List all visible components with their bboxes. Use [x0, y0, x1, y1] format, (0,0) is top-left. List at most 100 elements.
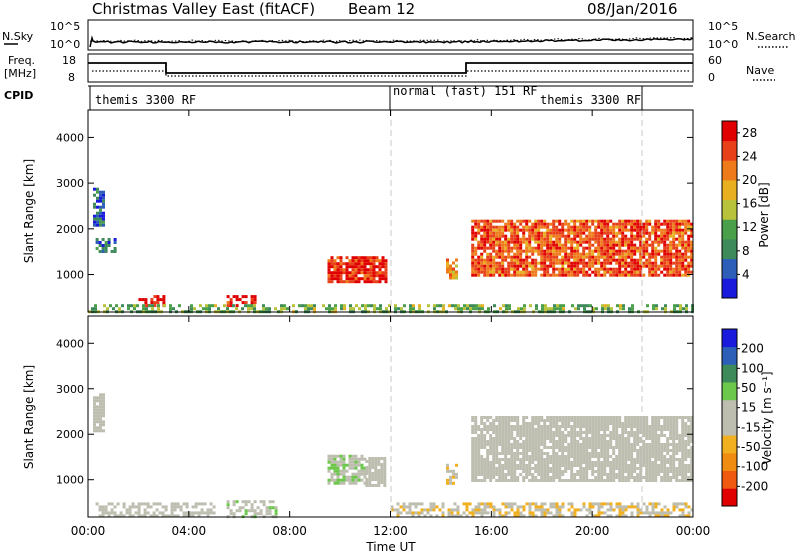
echo-cell: [600, 446, 604, 449]
echo-cell: [336, 481, 340, 485]
echo-cell: [383, 460, 387, 463]
echo-cell: [573, 473, 577, 476]
echo-cell: [371, 460, 375, 463]
echo-cell: [531, 419, 535, 422]
echo-cell: [669, 428, 673, 431]
echo-cell: [544, 304, 547, 308]
echo-cell: [678, 449, 682, 452]
colorbar-tick-label: 8: [742, 244, 750, 258]
echo-cell: [585, 255, 589, 259]
echo-cell: [505, 304, 508, 308]
echo-cell: [408, 511, 412, 515]
echo-cell: [528, 473, 532, 476]
echo-cell: [567, 237, 571, 241]
echo-cell: [573, 240, 577, 244]
echo-cell: [603, 228, 607, 232]
echo-cell: [675, 222, 679, 226]
echo-cell: [642, 419, 646, 422]
echo-cell: [504, 246, 508, 250]
echo-cell: [232, 500, 236, 504]
echo-cell: [660, 431, 664, 434]
echo-cell: [663, 243, 667, 247]
echo-cell: [369, 256, 373, 260]
echo-cell: [567, 255, 571, 259]
echo-cell: [678, 443, 682, 446]
echo-cell: [516, 508, 520, 512]
echo-cell: [579, 455, 583, 458]
echo-cell: [582, 270, 586, 274]
echo-cell: [654, 458, 658, 461]
echo-cell: [558, 431, 562, 434]
echo-cell: [487, 307, 490, 311]
echo-cell: [669, 461, 673, 464]
echo-cell: [513, 246, 517, 250]
echo-cell: [573, 455, 577, 458]
echo-cell: [471, 455, 475, 458]
echo-cell: [543, 508, 547, 512]
echo-cell: [376, 307, 379, 311]
echo-cell: [654, 228, 658, 232]
echo-cell: [558, 249, 562, 253]
echo-cell: [678, 479, 682, 482]
echo-cell: [492, 243, 496, 247]
echo-cell: [595, 307, 598, 311]
echo-cell: [483, 476, 487, 479]
echo-cell: [378, 259, 382, 263]
echo-cell: [474, 264, 478, 268]
echo-cell: [591, 264, 595, 268]
echo-cell: [603, 440, 607, 443]
echo-cell: [330, 271, 334, 275]
echo-cell: [553, 307, 556, 311]
echo-cell: [330, 274, 334, 278]
echo-cell: [639, 416, 643, 419]
echo-cell: [642, 476, 646, 479]
echo-cell: [534, 467, 538, 470]
echo-cell: [654, 240, 658, 244]
echo-cell: [552, 267, 556, 271]
echo-cell: [633, 219, 637, 223]
echo-cell: [564, 240, 568, 244]
echo-cell: [645, 467, 649, 470]
echo-cell: [586, 304, 589, 308]
echo-cell: [573, 434, 577, 437]
echo-cell: [651, 255, 655, 259]
echo-cell: [199, 304, 202, 308]
echo-cell: [621, 514, 625, 518]
echo-cell: [630, 237, 634, 241]
echo-cell: [211, 304, 214, 308]
echo-cell: [519, 446, 523, 449]
echo-cell: [528, 470, 532, 473]
echo-cell: [96, 187, 99, 191]
echo-cell: [507, 419, 511, 422]
echo-cell: [690, 270, 694, 274]
echo-cell: [630, 464, 634, 467]
echo-cell: [340, 307, 343, 311]
echo-cell: [480, 455, 484, 458]
echo-cell: [687, 267, 691, 271]
echo-cell: [528, 255, 532, 259]
echo-cell: [603, 273, 607, 277]
echo-cell: [570, 464, 574, 467]
echo-cell: [630, 434, 634, 437]
echo-cell: [372, 268, 376, 272]
echo-cell: [627, 237, 631, 241]
echo-cell: [576, 255, 580, 259]
echo-cell: [377, 478, 381, 481]
echo-cell: [678, 222, 682, 226]
echo-cell: [516, 511, 520, 515]
echo-cell: [510, 419, 514, 422]
echo-cell: [561, 258, 565, 262]
echo-cell: [624, 425, 628, 428]
echo-cell: [627, 467, 631, 470]
echo-cell: [489, 234, 493, 238]
echo-cell: [402, 508, 406, 512]
echo-cell: [106, 307, 109, 311]
echo-cell: [102, 214, 105, 218]
echo-cell: [561, 246, 565, 250]
echo-cell: [564, 252, 568, 256]
echo-cell: [489, 255, 493, 259]
echo-cell: [483, 437, 487, 440]
echo-cell: [549, 440, 553, 443]
echo-cell: [591, 464, 595, 467]
echo-cell: [486, 228, 490, 232]
